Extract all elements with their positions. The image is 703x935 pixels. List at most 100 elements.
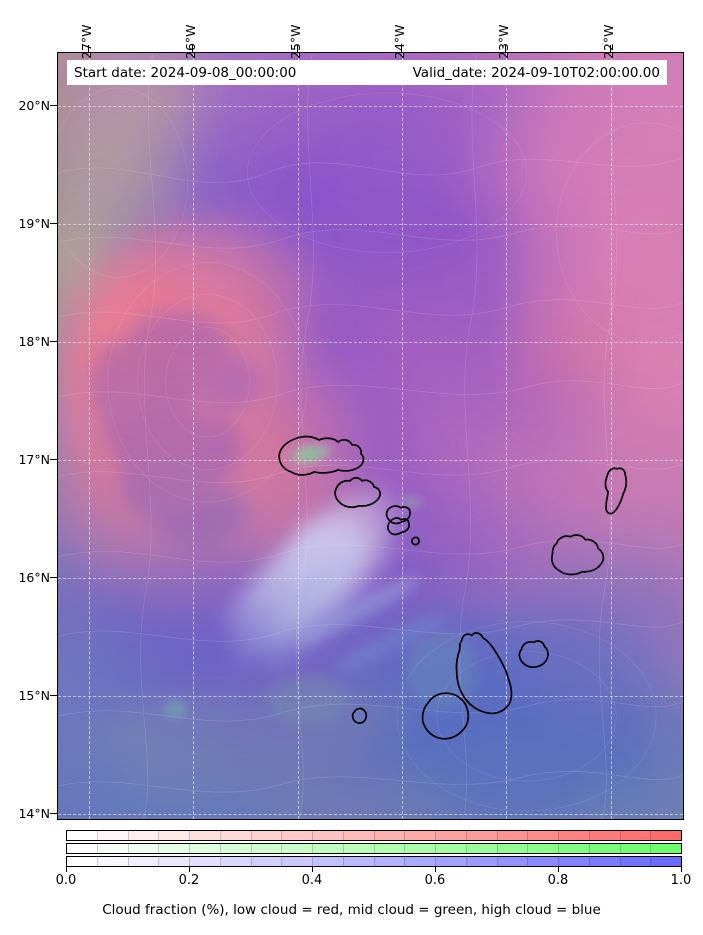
colorbar-segment xyxy=(404,844,435,853)
ytick-mark-15n xyxy=(50,695,57,697)
colorbar-segment xyxy=(281,857,312,866)
colorbar-segment xyxy=(435,831,466,840)
ytick-mark-16n xyxy=(50,577,57,579)
xtick-label-24w: 24°W xyxy=(392,24,407,59)
colorbar-segment xyxy=(281,831,312,840)
cbar-tick-label-0.8: 0.8 xyxy=(547,873,569,888)
colorbar-caption: Cloud fraction (%), low cloud = red, mid… xyxy=(102,902,601,918)
colorbar-segment xyxy=(373,857,405,866)
colorbar-segment xyxy=(312,844,343,853)
colorbar-segment xyxy=(158,831,189,840)
colorbar-segment xyxy=(312,831,343,840)
colorbar-segment xyxy=(158,844,189,853)
colorbar-segment xyxy=(373,831,405,840)
cbar-tick-mark-0.2 xyxy=(189,867,191,872)
colorbar-segment xyxy=(558,831,589,840)
colorbar-segment xyxy=(435,844,466,853)
cbar-tick-label-0.2: 0.2 xyxy=(178,873,200,888)
cbar-tick-label-0.6: 0.6 xyxy=(424,873,446,888)
colorbar-segment xyxy=(619,857,651,866)
colorbar-segment xyxy=(67,844,97,853)
cbar-tick-mark-0.8 xyxy=(558,867,560,872)
cbar-tick-mark-0 xyxy=(66,867,68,872)
colorbar-low-cloud-red[interactable] xyxy=(66,830,682,841)
colorbar-segment xyxy=(496,831,528,840)
cbar-tick-label-0.4: 0.4 xyxy=(301,873,323,888)
xtick-mark-24w xyxy=(401,45,403,52)
colorbar-segment xyxy=(588,857,620,866)
date-title-strip: Start date: 2024-09-08_00:00:00 Valid_da… xyxy=(67,60,667,85)
colorbar-segment xyxy=(281,844,312,853)
colorbar-segment xyxy=(558,857,589,866)
colorbar-segment xyxy=(527,844,558,853)
colorbar-segment xyxy=(250,857,282,866)
colorbar-segment xyxy=(342,844,374,853)
ytick-mark-19n xyxy=(50,223,57,225)
ytick-label-19n: 19°N xyxy=(18,216,50,231)
colorbar-segment xyxy=(558,844,589,853)
map-plot-area[interactable]: Start date: 2024-09-08_00:00:00 Valid_da… xyxy=(57,52,684,820)
colorbar-mid-cloud-green[interactable] xyxy=(66,843,682,854)
colorbar-segment xyxy=(96,844,128,853)
colorbar-segment xyxy=(465,831,497,840)
colorbar-segment xyxy=(588,831,620,840)
valid-date-label: Valid_date: 2024-09-10T02:00:00.00 xyxy=(412,64,660,81)
colorbar-segment xyxy=(496,844,528,853)
ytick-label-15n: 15°N xyxy=(18,688,50,703)
xtick-label-25w: 25°W xyxy=(288,24,303,59)
xtick-label-27w: 27°W xyxy=(79,24,94,59)
cloud-fraction-raster xyxy=(58,53,683,819)
colorbar-segment xyxy=(158,857,189,866)
colorbar-segment xyxy=(527,831,558,840)
cbar-tick-mark-0.6 xyxy=(435,867,437,872)
cbar-tick-mark-1.0 xyxy=(681,867,683,872)
colorbar-segment xyxy=(189,857,220,866)
xtick-label-26w: 26°W xyxy=(183,24,198,59)
colorbar-segment xyxy=(250,831,282,840)
colorbar[interactable] xyxy=(66,830,682,867)
colorbar-segment xyxy=(496,857,528,866)
colorbar-segment xyxy=(404,831,435,840)
colorbar-segment xyxy=(96,831,128,840)
ytick-label-18n: 18°N xyxy=(18,334,50,349)
colorbar-segment xyxy=(219,844,251,853)
colorbar-segment xyxy=(404,857,435,866)
colorbar-segment xyxy=(127,844,159,853)
colorbar-segment xyxy=(342,857,374,866)
colorbar-segment xyxy=(650,844,681,853)
colorbar-segment xyxy=(312,857,343,866)
xtick-mark-27w xyxy=(88,45,90,52)
ytick-mark-17n xyxy=(50,459,57,461)
xtick-mark-26w xyxy=(192,45,194,52)
ytick-label-14n: 14°N xyxy=(18,806,50,821)
colorbar-segment xyxy=(127,831,159,840)
colorbar-segment xyxy=(619,831,651,840)
ytick-label-20n: 20°N xyxy=(18,98,50,113)
colorbar-segment xyxy=(219,831,251,840)
cbar-tick-label-1.0: 1.0 xyxy=(670,873,692,888)
colorbar-high-cloud-blue[interactable] xyxy=(66,856,682,867)
colorbar-segment xyxy=(588,844,620,853)
xtick-mark-23w xyxy=(505,45,507,52)
xtick-label-23w: 23°W xyxy=(496,24,511,59)
xtick-label-22w: 22°W xyxy=(601,24,616,59)
cbar-tick-label-0: 0.0 xyxy=(55,873,77,888)
cbar-tick-mark-0.4 xyxy=(312,867,314,872)
colorbar-segment xyxy=(373,844,405,853)
ytick-mark-14n xyxy=(50,813,57,815)
colorbar-segment xyxy=(96,857,128,866)
colorbar-segment xyxy=(189,831,220,840)
colorbar-segment xyxy=(127,857,159,866)
colorbar-segment xyxy=(67,831,97,840)
colorbar-segment xyxy=(650,857,681,866)
colorbar-segment xyxy=(619,844,651,853)
xtick-mark-25w xyxy=(297,45,299,52)
start-date-label: Start date: 2024-09-08_00:00:00 xyxy=(74,64,297,81)
colorbar-segment xyxy=(435,857,466,866)
ytick-label-17n: 17°N xyxy=(18,452,50,467)
colorbar-segment xyxy=(342,831,374,840)
colorbar-segment xyxy=(219,857,251,866)
colorbar-segment xyxy=(650,831,681,840)
colorbar-segment xyxy=(465,844,497,853)
